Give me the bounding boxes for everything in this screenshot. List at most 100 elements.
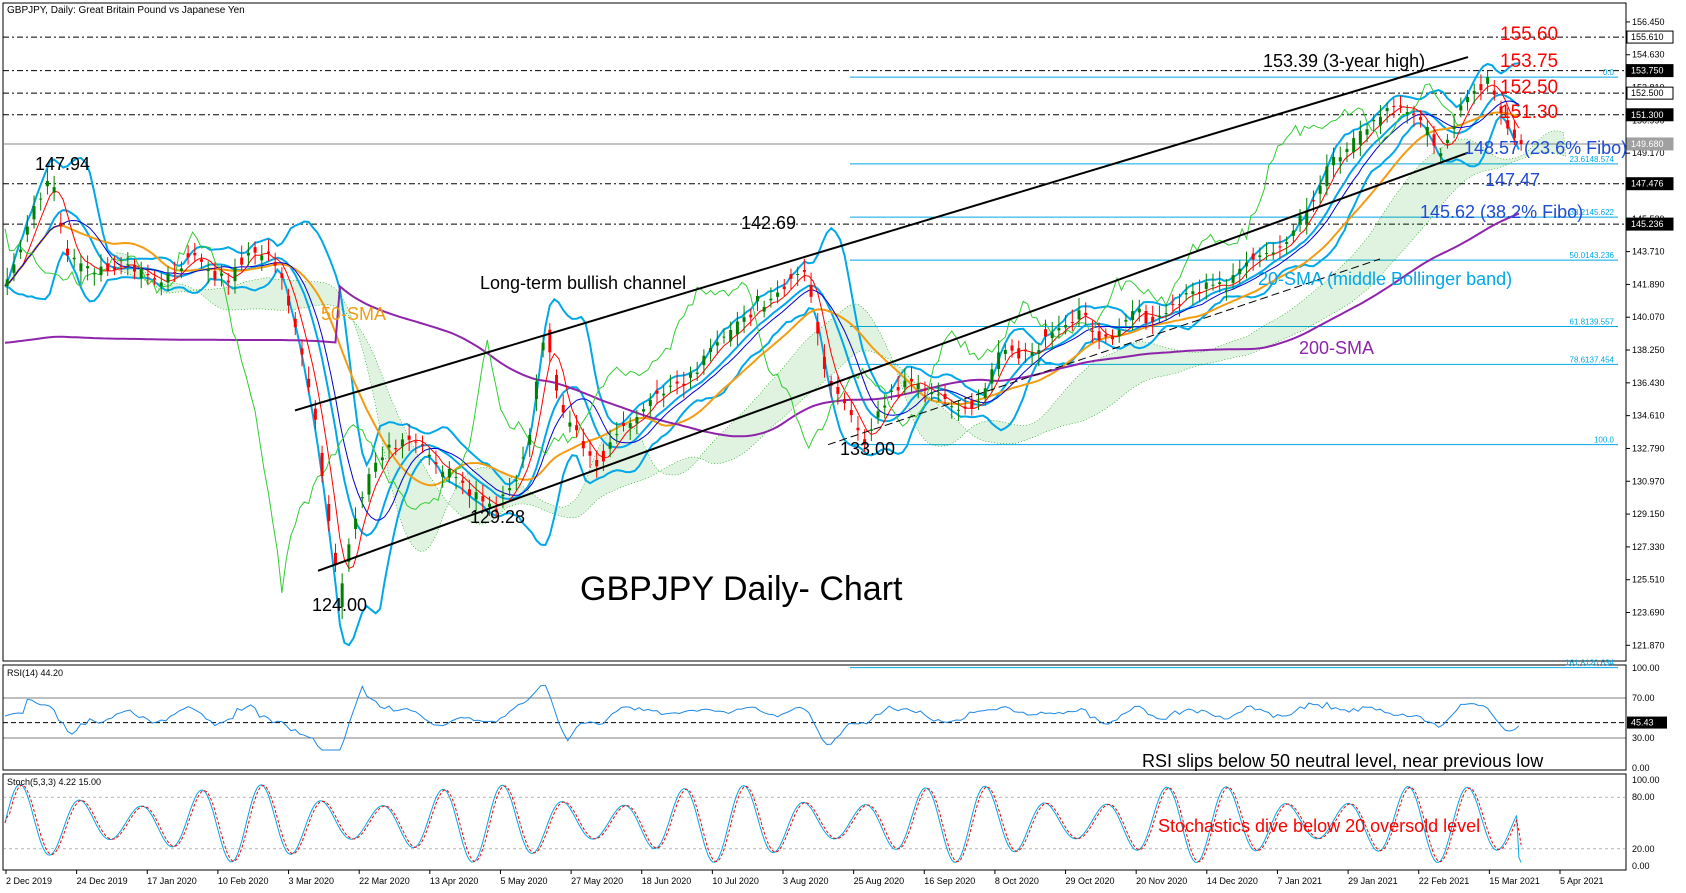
price-box-label-6: 145.236 [1631, 219, 1664, 229]
candle-body [119, 265, 123, 267]
chikou-span-line [4, 83, 1462, 593]
candle-body [983, 388, 987, 398]
candle-body [1432, 134, 1436, 146]
candle-body [1204, 282, 1208, 289]
cloud-area [116, 130, 1567, 552]
fibo-label-0: 0.0 [1603, 68, 1615, 77]
candle-body [1177, 304, 1181, 306]
candle-body [1412, 113, 1416, 115]
candle-body [1285, 242, 1289, 244]
time-tick-label-3: 10 Feb 2020 [218, 876, 269, 886]
candle-body [1003, 350, 1007, 354]
candle-body [1198, 291, 1202, 293]
candle-body [1023, 349, 1027, 352]
candle-body [1305, 210, 1309, 225]
kijun-line [4, 100, 1520, 521]
rsi-tick-label-1: 70.00 [1632, 693, 1655, 703]
fibo-label-4: 61.8139.557 [1570, 317, 1615, 326]
candle-body [1271, 252, 1275, 255]
candle-body [648, 399, 652, 406]
candle-body [367, 474, 371, 495]
candle-body [1298, 215, 1302, 225]
candle-body [1218, 282, 1222, 285]
candle-body [1137, 308, 1141, 313]
candle-body [508, 488, 512, 491]
rsi-current-box [1627, 716, 1667, 729]
candle-body [715, 342, 719, 346]
candle-body [206, 268, 210, 272]
candle-body [1064, 325, 1068, 328]
candle-body [822, 356, 826, 369]
candle-body [179, 268, 183, 272]
candle-body [501, 494, 505, 497]
candle-body [809, 284, 813, 297]
time-tick-label-16: 20 Nov 2020 [1136, 876, 1187, 886]
candle-body [923, 389, 927, 391]
price-box-2 [1626, 86, 1674, 100]
candle-body [146, 273, 150, 276]
candle-body [220, 273, 224, 276]
candle-body [32, 206, 36, 220]
candle-body [380, 457, 384, 461]
high-147-94-label: 147.94 [35, 154, 90, 174]
sma50-label: 50-SMA [321, 304, 386, 324]
price-tick-label-9: 140.070 [1632, 312, 1665, 322]
candle-body [1037, 350, 1041, 354]
candle-body [153, 278, 157, 280]
candle-body [434, 462, 438, 465]
time-tick-label-13: 16 Sep 2020 [924, 876, 975, 886]
candle-body [488, 503, 492, 507]
time-tick-label-1: 24 Dec 2019 [77, 876, 128, 886]
candle-body [447, 468, 451, 478]
candle-body [1399, 105, 1403, 107]
rsi-header: RSI(14) 44.20 [7, 668, 63, 678]
candle-body [307, 378, 311, 388]
candle-body [280, 273, 284, 279]
candle-body [287, 295, 291, 306]
candle-body [722, 336, 726, 338]
candle-body [427, 454, 431, 457]
time-tick-label-20: 22 Feb 2021 [1419, 876, 1470, 886]
rsi-tick-label-2: 30.00 [1632, 733, 1655, 743]
candle-body [1110, 336, 1114, 340]
candle-body [916, 383, 920, 389]
candle-body [688, 372, 692, 378]
candle-body [407, 435, 411, 440]
fibo-23-6-label: 148.57 (23.6% Fibo) [1464, 138, 1627, 158]
candle-body [1365, 129, 1369, 135]
candle-body [414, 441, 418, 443]
stoch-tick-label-0: 100.00 [1632, 775, 1660, 785]
level-147-47-label: 147.47 [1485, 170, 1540, 190]
candle-body [186, 253, 190, 258]
candle-body [1405, 112, 1409, 115]
candle-body [112, 266, 116, 270]
candle-body [266, 251, 270, 254]
candle-body [1258, 255, 1262, 258]
candle-body [320, 452, 324, 477]
time-tick-label-7: 5 May 2020 [500, 876, 547, 886]
sma50-line [4, 111, 1520, 487]
candle-body [1325, 166, 1329, 187]
price-tick-label-1: 154.630 [1632, 50, 1665, 60]
price-tick-label-19: 121.870 [1632, 640, 1665, 650]
price-tick-label-15: 129.150 [1632, 509, 1665, 519]
price-tick-label-17: 125.510 [1632, 575, 1665, 585]
candle-body [555, 374, 559, 391]
candle-body [213, 270, 217, 280]
price-axis: 156.450154.630152.810150.990149.170147.3… [1626, 17, 1674, 650]
candle-body [849, 410, 853, 416]
candle-body [615, 434, 619, 436]
candle-body [1251, 253, 1255, 260]
candle-body [1311, 200, 1315, 202]
time-tick-label-19: 29 Jan 2021 [1348, 876, 1398, 886]
candle-body [910, 378, 914, 382]
candle-body [816, 321, 820, 334]
low-124-00-label: 124.00 [312, 595, 367, 615]
bullish-channel [294, 56, 1469, 572]
rsi-tick-label-3: 0.00 [1632, 763, 1650, 773]
time-tick-label-2: 17 Jan 2020 [147, 876, 197, 886]
trendline-dashed [827, 258, 1381, 446]
candle-body [1017, 348, 1021, 359]
stoch-main-line [4, 783, 1522, 863]
candle-body [1057, 328, 1061, 331]
